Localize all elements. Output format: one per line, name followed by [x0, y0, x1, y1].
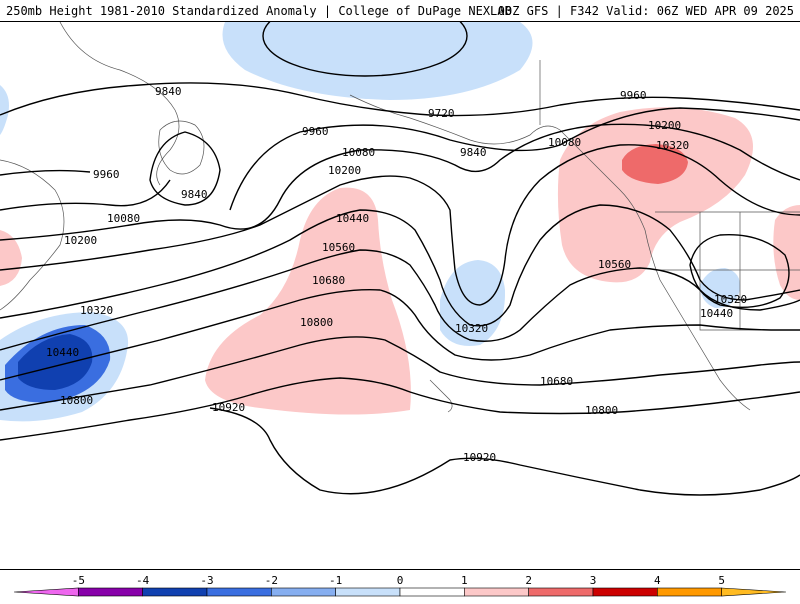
- state-borders-2: [655, 212, 800, 330]
- colorbar-tick-label: -5: [72, 574, 85, 587]
- contour-label: 10800: [60, 394, 93, 407]
- anomaly-colorbar: -5 -4 -3 -2 -1 0 1 2 3 4 5: [0, 572, 800, 600]
- colorbar-tick-label: -1: [329, 574, 342, 587]
- contour-label-group: 9840 9720 9960 9840 9960 10080 9840 1008…: [46, 85, 747, 464]
- contour-10080-left: [0, 179, 171, 211]
- positive-anomaly-core: [622, 144, 688, 184]
- model-run-info: 00Z GFS | F342 Valid: 06Z WED APR 09 202…: [497, 4, 794, 18]
- positive-anomaly-left-edge: [0, 230, 22, 286]
- kamchatka: [158, 120, 205, 175]
- contour-9960-left: [0, 169, 91, 176]
- colorbar-segment: [528, 587, 594, 597]
- anomaly-map: 9840 9720 9960 9840 9960 10080 9840 1008…: [0, 22, 800, 496]
- colorbar-segment: [592, 587, 658, 597]
- contour-9840: [0, 82, 800, 117]
- colorbar-tick-label: 0: [397, 574, 404, 587]
- positive-anomaly-central-pacific: [205, 187, 411, 415]
- contour-10920: [209, 407, 800, 496]
- contour-label: 10320: [714, 293, 747, 306]
- map-header: 250mb Height 1981-2010 Standardized Anom…: [0, 0, 800, 22]
- north-america-coast: [349, 94, 751, 411]
- contour-label: 10440: [46, 346, 79, 359]
- contour-label: 10200: [328, 164, 361, 177]
- contour-label: 10440: [336, 212, 369, 225]
- negative-anomaly-bering: [222, 22, 533, 100]
- contour-label: 10320: [455, 322, 488, 335]
- contour-label: 10320: [656, 139, 689, 152]
- contour-us-low: [689, 233, 790, 308]
- contour-10320: [0, 204, 800, 327]
- negative-anomaly-edge: [0, 85, 9, 135]
- contour-label: 10080: [342, 146, 375, 159]
- height-contours: [0, 22, 800, 496]
- colorbar-segment: [464, 587, 529, 597]
- contour-10440: [0, 249, 800, 351]
- contour-label: 10560: [598, 258, 631, 271]
- contour-label: 9960: [302, 125, 329, 138]
- colorbar-segment: [78, 587, 143, 597]
- contour-9840-kamchatka: [149, 131, 221, 206]
- colorbar-segment: [271, 587, 336, 597]
- contour-label: 10920: [212, 401, 245, 414]
- colorbar-segment: [399, 587, 465, 597]
- contour-label: 10080: [107, 212, 140, 225]
- contour-label: 10800: [585, 404, 618, 417]
- contour-label: 10920: [463, 451, 496, 464]
- colorbar-tick-label: -4: [136, 574, 150, 587]
- colorbar-tick-label: 1: [461, 574, 468, 587]
- colorbar-segment: [142, 587, 208, 597]
- contour-label: 10680: [540, 375, 573, 388]
- colorbar-segment: [335, 587, 401, 597]
- contour-9720-low: [262, 22, 468, 77]
- positive-anomaly-northeast-pacific: [557, 107, 753, 283]
- map-panel: 9840 9720 9960 9840 9960 10080 9840 1008…: [0, 22, 800, 570]
- positive-anomaly-east-us: [773, 205, 800, 300]
- negative-anomaly-west-core: [18, 334, 93, 390]
- asia-coast: [59, 22, 180, 186]
- colorbar-segment: [206, 587, 272, 597]
- contour-label: 9840: [155, 85, 182, 98]
- colorbar-tick-label: 4: [654, 574, 661, 587]
- contour-10800: [0, 377, 800, 441]
- contour-label: 9960: [620, 89, 647, 102]
- contour-10080: [0, 123, 800, 241]
- contour-label: 10560: [322, 241, 355, 254]
- contour-label: 9840: [460, 146, 487, 159]
- contour-label: 10320: [80, 304, 113, 317]
- contour-label: 9840: [181, 188, 208, 201]
- contour-10560: [0, 289, 800, 381]
- colorbar-graphic: -5 -4 -3 -2 -1 0 1 2 3 4 5: [13, 574, 787, 597]
- contour-label: 10680: [312, 274, 345, 287]
- contour-label: 10800: [300, 316, 333, 329]
- colorbar-tick-label: -3: [200, 574, 213, 587]
- contour-9960: [229, 107, 800, 211]
- colorbar-tick-label: 3: [590, 574, 597, 587]
- colorbar-segment: [657, 587, 722, 597]
- colorbar-tick-label: 5: [718, 574, 725, 587]
- contour-10200: [0, 144, 800, 306]
- asia-coast-south: [0, 159, 65, 311]
- colorbar-segment: [13, 587, 79, 597]
- colorbar-tick-label: 2: [525, 574, 532, 587]
- contour-label: 10080: [548, 136, 581, 149]
- contour-label: 10200: [64, 234, 97, 247]
- colorbar-segments: [13, 587, 787, 597]
- colorbar-ticks: -5 -4 -3 -2 -1 0 1 2 3 4 5: [72, 574, 725, 587]
- contour-label: 9720: [428, 107, 455, 120]
- colorbar-segment: [721, 587, 787, 597]
- map-title: 250mb Height 1981-2010 Standardized Anom…: [6, 4, 512, 18]
- contour-label: 9960: [93, 168, 120, 181]
- hawaii: [429, 379, 453, 413]
- contour-label: 10440: [700, 307, 733, 320]
- colorbar-tick-label: -2: [265, 574, 278, 587]
- contour-10680: [0, 336, 800, 411]
- contour-label: 10200: [648, 119, 681, 132]
